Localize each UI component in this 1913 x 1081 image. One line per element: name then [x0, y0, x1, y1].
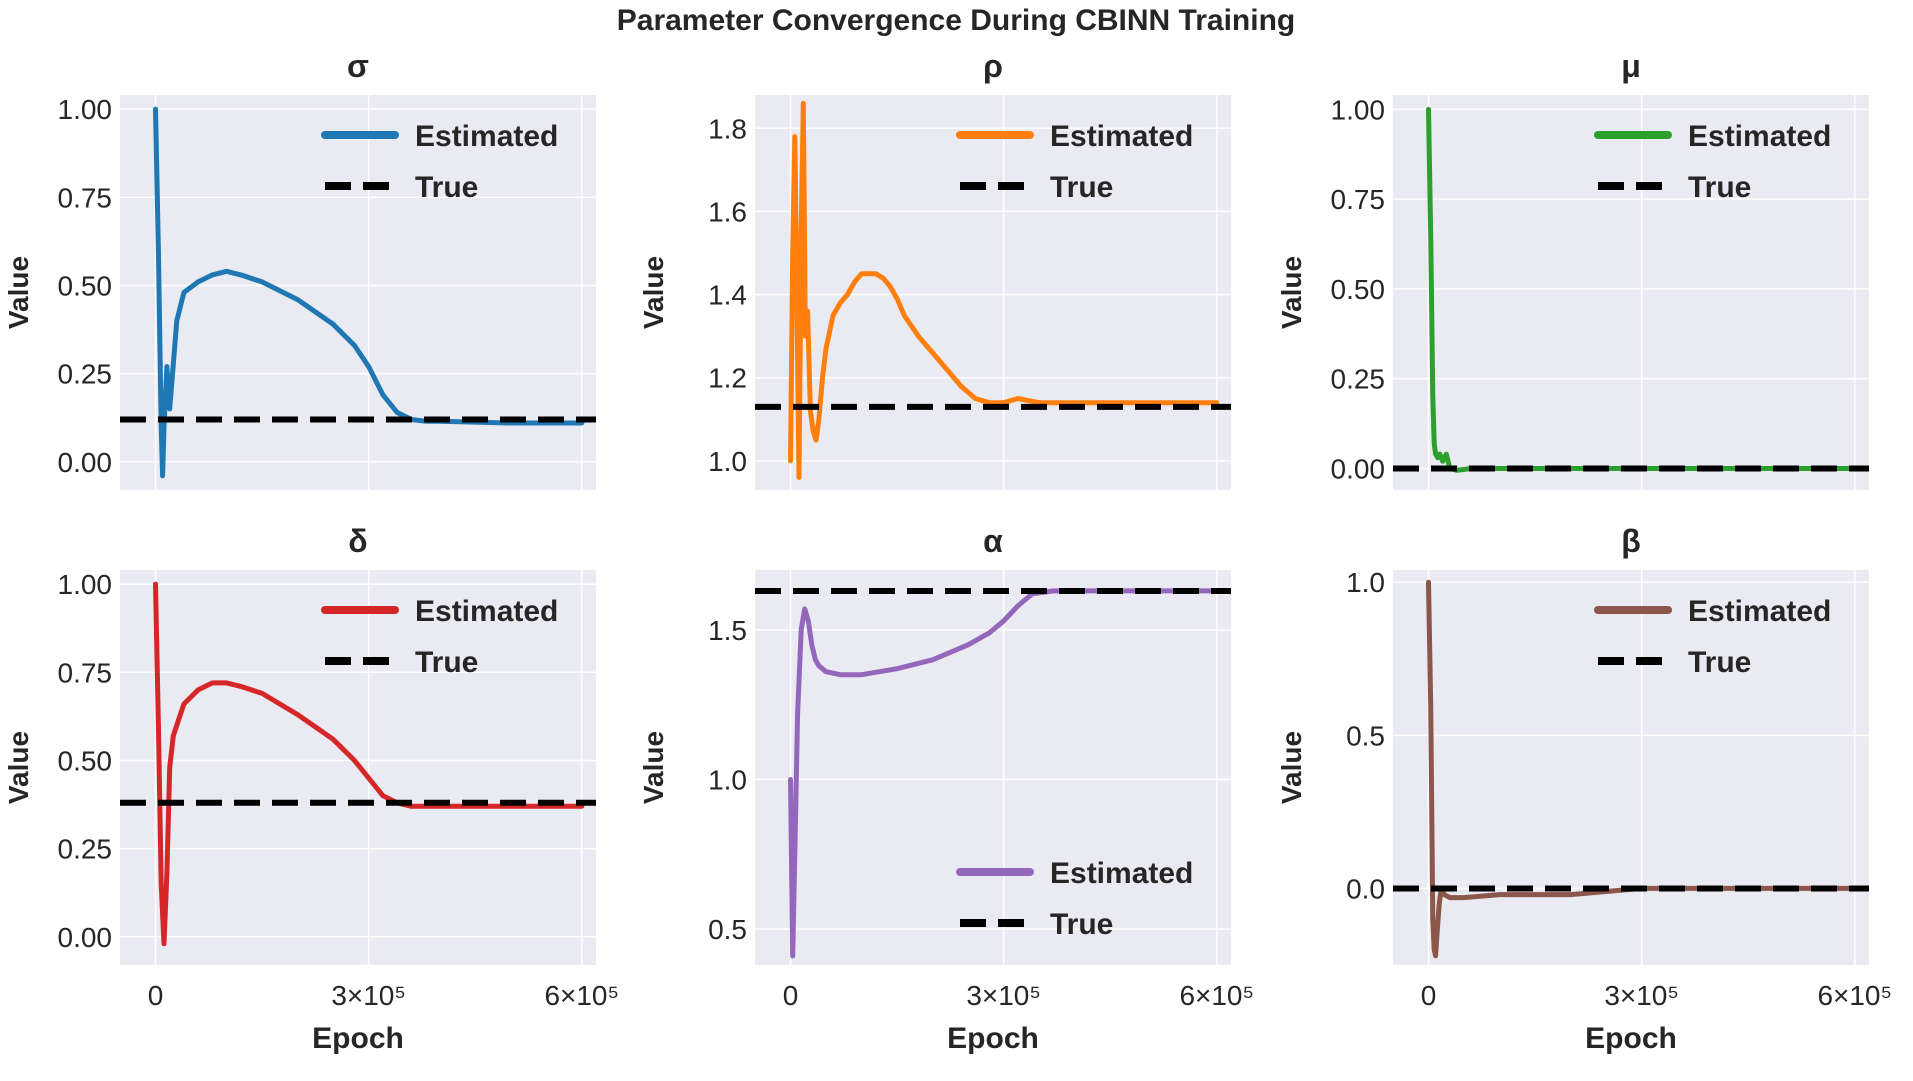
y-tick-label: 1.8 [708, 113, 747, 144]
y-axis-label: Value [3, 256, 34, 329]
subplot-title: μ [1621, 48, 1641, 84]
subplot-title: ρ [983, 48, 1003, 84]
subplot-title: β [1621, 523, 1641, 559]
figure-title: Parameter Convergence During CBINN Train… [617, 4, 1296, 37]
legend-label-true: True [415, 646, 478, 679]
legend-label-estimated: Estimated [1050, 857, 1193, 890]
subplot-3: 0.00 0.25 0.50 0.75 1.00 μ Value Estimated True [1276, 48, 1869, 490]
x-tick-label: 6×10⁵ [1817, 980, 1892, 1011]
y-tick-label: 1.0 [708, 764, 747, 795]
y-tick-label: 0.5 [1346, 720, 1385, 751]
series-line-estimated [1426, 106, 1858, 473]
subplot-1: 0.00 0.25 0.50 0.75 1.00 σ Value Estimated True [3, 48, 596, 490]
y-tick-label: 1.00 [1331, 94, 1386, 125]
y-tick-label: 0.50 [58, 270, 113, 301]
x-tick-label: 0 [783, 980, 799, 1011]
legend-label-true: True [1688, 646, 1751, 679]
plot-area [755, 95, 1231, 490]
plot-area [120, 95, 596, 490]
y-tick-label: 0.50 [1331, 274, 1386, 305]
y-tick-label: 0.75 [58, 657, 113, 688]
legend-label-estimated: Estimated [415, 595, 558, 628]
y-tick-label: 0.0 [1346, 873, 1385, 904]
x-tick-label: 3×10⁵ [966, 980, 1041, 1011]
y-axis-label: Value [638, 731, 669, 804]
y-tick-label: 1.2 [708, 363, 747, 394]
subplot-6: 0.0 0.5 1.0 β Value 0 3×10⁵ 6×10⁵ Epoch Estimated… [1276, 523, 1892, 1055]
y-tick-label: 0.50 [58, 745, 113, 776]
x-tick-label: 6×10⁵ [544, 980, 619, 1011]
series-line-estimated [788, 100, 1220, 480]
y-tick-label: 0.25 [1331, 364, 1386, 395]
y-tick-label: 0.00 [58, 922, 113, 953]
series-line-estimated [153, 581, 585, 947]
legend-label-estimated: Estimated [1050, 120, 1193, 153]
y-tick-label: 0.25 [58, 359, 113, 390]
y-tick-label: 0.75 [1331, 184, 1386, 215]
y-tick-label: 1.00 [58, 94, 113, 125]
y-tick-label: 1.00 [58, 569, 113, 600]
y-tick-label: 1.6 [708, 196, 747, 227]
y-axis-label: Value [3, 731, 34, 804]
subplot-title: σ [347, 48, 369, 84]
y-axis-label: Value [638, 256, 669, 329]
plot-area [1393, 95, 1869, 490]
legend-label-true: True [1050, 171, 1113, 204]
y-axis-label: Value [1276, 731, 1307, 804]
legend-label-estimated: Estimated [1688, 595, 1831, 628]
y-tick-label: 1.4 [708, 280, 747, 311]
subplot-title: α [983, 523, 1003, 559]
y-tick-label: 0.75 [58, 182, 113, 213]
y-tick-label: 0.5 [708, 914, 747, 945]
subplot-5: 0.5 1.0 1.5 α Value 0 3×10⁵ 6×10⁵ Epoch Estimated… [638, 523, 1254, 1055]
x-axis-label: Epoch [947, 1022, 1039, 1055]
y-tick-label: 1.5 [708, 615, 747, 646]
legend-label-true: True [1688, 171, 1751, 204]
plot-area [1393, 570, 1869, 965]
x-tick-label: 0 [1421, 980, 1437, 1011]
y-tick-label: 0.00 [58, 447, 113, 478]
x-tick-label: 0 [148, 980, 164, 1011]
x-axis-label: Epoch [312, 1022, 404, 1055]
y-tick-label: 1.0 [708, 446, 747, 477]
y-axis-label: Value [1276, 256, 1307, 329]
x-tick-label: 6×10⁵ [1179, 980, 1254, 1011]
legend-label-estimated: Estimated [1688, 120, 1831, 153]
legend-label-true: True [415, 171, 478, 204]
legend-label-true: True [1050, 908, 1113, 941]
subplot-title: δ [348, 523, 367, 559]
y-tick-label: 0.00 [1331, 453, 1386, 484]
y-tick-label: 1.0 [1346, 567, 1385, 598]
x-axis-label: Epoch [1585, 1022, 1677, 1055]
x-tick-label: 3×10⁵ [331, 980, 406, 1011]
legend-label-estimated: Estimated [415, 120, 558, 153]
y-tick-label: 0.25 [58, 834, 113, 865]
subplot-4: 0.00 0.25 0.50 0.75 1.00 δ Value 0 3×10⁵ 6×10⁵ Epo… [3, 523, 619, 1055]
x-tick-label: 3×10⁵ [1604, 980, 1679, 1011]
plot-area [755, 570, 1231, 965]
subplot-2: 1.0 1.2 1.4 1.6 1.8 ρ Value Estimated True [638, 48, 1231, 490]
